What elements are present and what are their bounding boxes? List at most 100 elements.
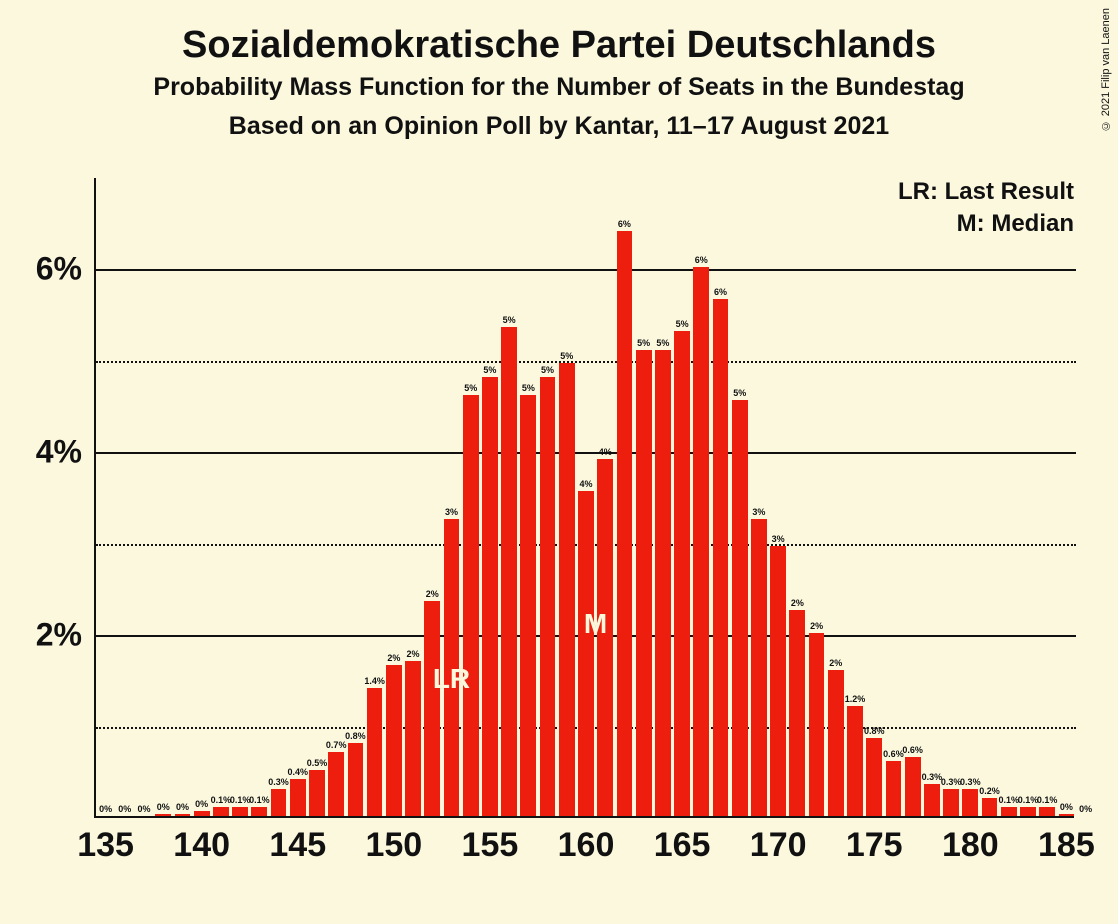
- bar-value-label: 2%: [791, 598, 804, 608]
- bar: [175, 814, 191, 816]
- bar-value-label: 0.2%: [979, 786, 1000, 796]
- bar: [789, 610, 805, 816]
- bar-value-label: 0.3%: [268, 777, 289, 787]
- x-tick-label: 135: [77, 826, 134, 865]
- bar-value-label: 0.8%: [345, 731, 366, 741]
- bar: [1001, 807, 1017, 816]
- bar: [866, 738, 882, 816]
- bar-value-label: 1.4%: [364, 676, 385, 686]
- grid-minor: [96, 361, 1076, 363]
- bar: [251, 807, 267, 816]
- x-tick-label: 150: [365, 826, 422, 865]
- bar-value-label: 0.1%: [1018, 795, 1039, 805]
- bar-value-label: 0.1%: [249, 795, 270, 805]
- bar: [559, 363, 575, 816]
- bar-value-label: 6%: [714, 287, 727, 297]
- bar: [367, 688, 383, 816]
- bar-value-label: 2%: [426, 589, 439, 599]
- bar-value-label: 5%: [637, 338, 650, 348]
- bar: [943, 789, 959, 816]
- chart-title: Sozialdemokratische Partei Deutschlands: [0, 24, 1118, 67]
- bar-value-label: 2%: [829, 658, 842, 668]
- bar: [386, 665, 402, 816]
- bar-value-label: 5%: [503, 315, 516, 325]
- bar-value-label: 0%: [157, 802, 170, 812]
- x-tick-label: 140: [173, 826, 230, 865]
- bar-value-label: 0.1%: [1037, 795, 1058, 805]
- chart-area: 2%4%6%1351401451501551601651701751801850…: [94, 178, 1074, 818]
- bar: [328, 752, 344, 816]
- bar-value-label: 0%: [1060, 802, 1073, 812]
- bar-value-label: 3%: [445, 507, 458, 517]
- x-tick-label: 180: [942, 826, 999, 865]
- bar: [732, 400, 748, 816]
- bar-value-label: 6%: [695, 255, 708, 265]
- bar-value-label: 0.1%: [998, 795, 1019, 805]
- bar-value-label: 0%: [1079, 804, 1092, 814]
- bar: [271, 789, 287, 816]
- bar: [751, 519, 767, 816]
- bar: [962, 789, 978, 816]
- bar-value-label: 0.8%: [864, 726, 885, 736]
- bar-value-label: 0.3%: [941, 777, 962, 787]
- x-tick-label: 145: [269, 826, 326, 865]
- bar-value-label: 4%: [579, 479, 592, 489]
- bar: [520, 395, 536, 816]
- bar: [463, 395, 479, 816]
- bar: [501, 327, 517, 816]
- chart-subtitle: Probability Mass Function for the Number…: [0, 73, 1118, 102]
- bar: [213, 807, 229, 816]
- bar-value-label: 0.1%: [230, 795, 251, 805]
- bar: [309, 770, 325, 816]
- bar: [1020, 807, 1036, 816]
- bar-value-label: 4%: [599, 447, 612, 457]
- copyright-text: © 2021 Filip van Laenen: [1100, 8, 1112, 131]
- bar: [674, 331, 690, 816]
- bar: [982, 798, 998, 816]
- y-tick-label: 2%: [2, 617, 82, 654]
- bar: [636, 350, 652, 816]
- marker-last-result: LR: [433, 663, 470, 695]
- bar-value-label: 5%: [522, 383, 535, 393]
- bar-value-label: 3%: [752, 507, 765, 517]
- grid-major: [96, 269, 1076, 271]
- bar-value-label: 0.6%: [902, 745, 923, 755]
- chart-subtitle2: Based on an Opinion Poll by Kantar, 11–1…: [0, 112, 1118, 141]
- bar: [828, 670, 844, 816]
- bar: [770, 546, 786, 816]
- marker-median: M: [584, 608, 607, 640]
- bar-value-label: 5%: [541, 365, 554, 375]
- bar: [617, 231, 633, 816]
- bar-value-label: 0%: [118, 804, 131, 814]
- bar-value-label: 0.5%: [307, 758, 328, 768]
- plot-region: 2%4%6%1351401451501551601651701751801850…: [94, 178, 1074, 818]
- bar-value-label: 0.7%: [326, 740, 347, 750]
- bar-value-label: 6%: [618, 219, 631, 229]
- bar-value-label: 3%: [772, 534, 785, 544]
- bar-value-label: 0.3%: [922, 772, 943, 782]
- bar-value-label: 2%: [387, 653, 400, 663]
- bar-value-label: 0.6%: [883, 749, 904, 759]
- bar: [886, 761, 902, 816]
- bar-value-label: 5%: [733, 388, 746, 398]
- x-tick-label: 185: [1038, 826, 1095, 865]
- bar: [713, 299, 729, 816]
- bar: [924, 784, 940, 816]
- x-tick-label: 155: [462, 826, 519, 865]
- bar: [424, 601, 440, 816]
- bar: [155, 814, 171, 816]
- bar: [482, 377, 498, 816]
- bar: [1059, 814, 1075, 816]
- bar-value-label: 0%: [138, 804, 151, 814]
- bar-value-label: 0%: [195, 799, 208, 809]
- bar: [1039, 807, 1055, 816]
- bar-value-label: 0.3%: [960, 777, 981, 787]
- bar: [232, 807, 248, 816]
- bar-value-label: 5%: [560, 351, 573, 361]
- x-tick-label: 160: [558, 826, 615, 865]
- bar-value-label: 2%: [810, 621, 823, 631]
- bar: [348, 743, 364, 816]
- grid-major: [96, 452, 1076, 454]
- bar-value-label: 5%: [483, 365, 496, 375]
- bar: [290, 779, 306, 816]
